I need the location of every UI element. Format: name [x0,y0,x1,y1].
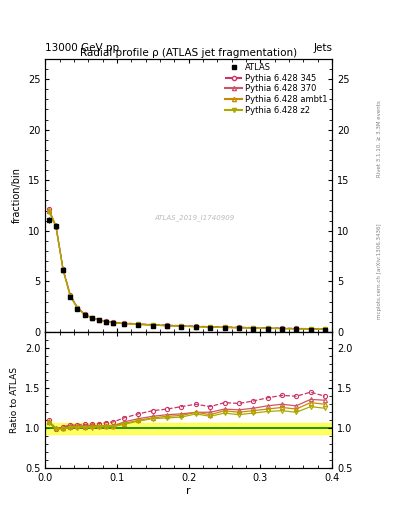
X-axis label: r: r [186,486,191,496]
Text: mcplots.cern.ch [arXiv:1306.3436]: mcplots.cern.ch [arXiv:1306.3436] [377,224,382,319]
Text: ATLAS_2019_I1740909: ATLAS_2019_I1740909 [154,214,235,221]
Text: Jets: Jets [313,42,332,53]
Title: Radial profile ρ (ATLAS jet fragmentation): Radial profile ρ (ATLAS jet fragmentatio… [80,48,297,58]
Text: Rivet 3.1.10, ≥ 3.3M events: Rivet 3.1.10, ≥ 3.3M events [377,100,382,177]
Y-axis label: fraction/bin: fraction/bin [12,167,22,223]
Text: 13000 GeV pp: 13000 GeV pp [45,42,119,53]
Bar [45,423,332,434]
Y-axis label: Ratio to ATLAS: Ratio to ATLAS [10,367,19,433]
Legend: ATLAS, Pythia 6.428 345, Pythia 6.428 370, Pythia 6.428 ambt1, Pythia 6.428 z2: ATLAS, Pythia 6.428 345, Pythia 6.428 37… [226,63,328,115]
